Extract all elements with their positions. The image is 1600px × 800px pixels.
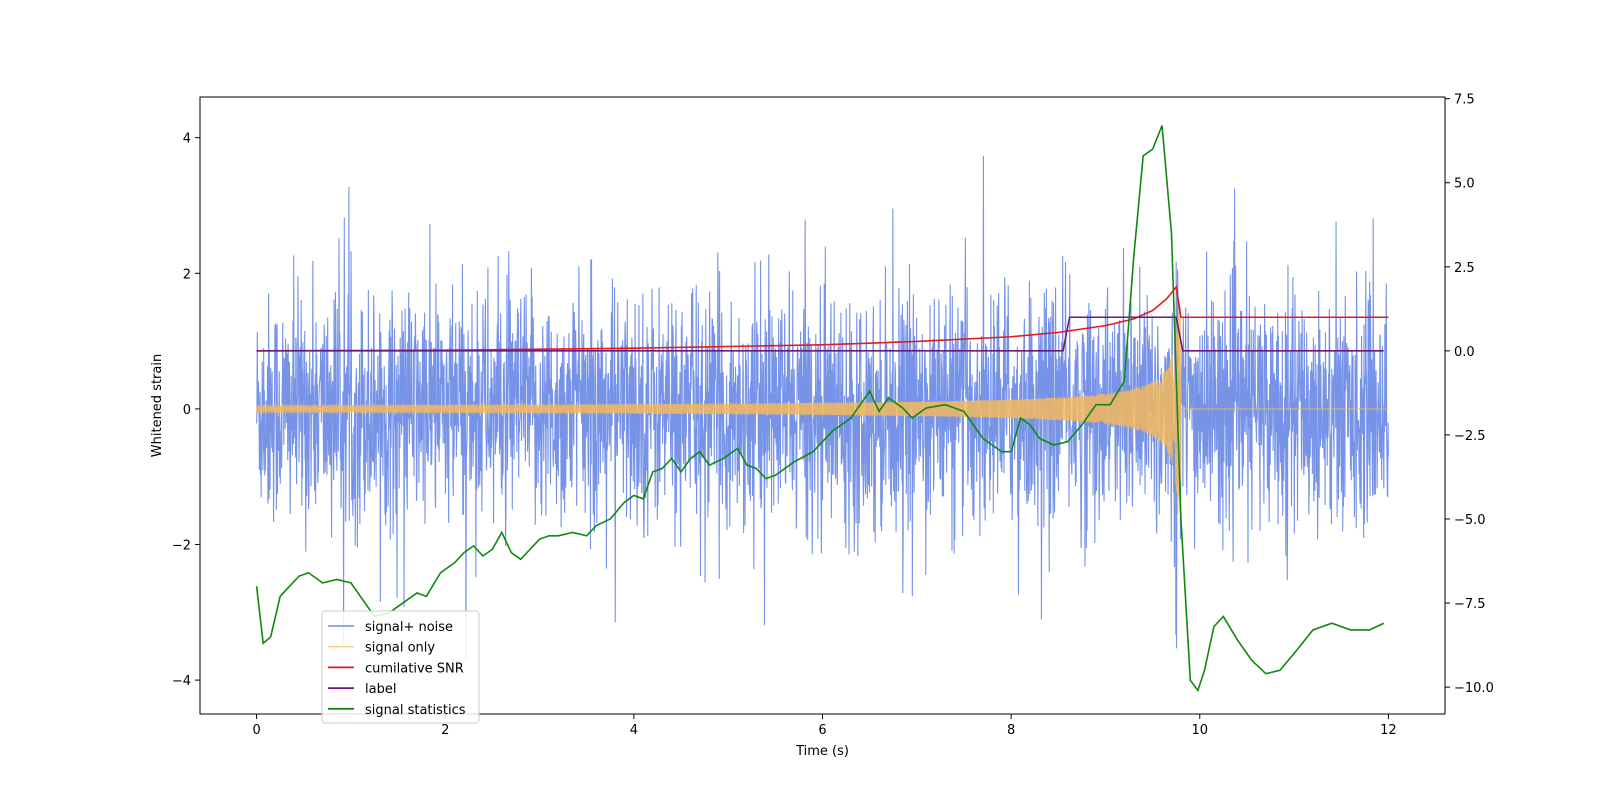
y-right-tick-label: −7.5	[1454, 597, 1486, 612]
y-right-tick-label: −2.5	[1454, 429, 1486, 444]
series-label-line	[256, 316, 1384, 352]
y-axis-label: Whitened strain	[150, 354, 165, 457]
axes: 0 2 4 6 8 10 12 −4 −2 0 2 4 −10.0 −7.5 −5.0 −2.5 0.0 2.5 5…	[150, 93, 1494, 759]
series-signal-statistics-line	[255, 125, 1385, 693]
legend-label-signal-only: signal only	[365, 641, 435, 656]
y-left-tick-label: 0	[183, 403, 191, 418]
x-axis-label: Time (s)	[795, 744, 849, 759]
x-tick-label: 4	[630, 723, 638, 738]
y-right-tick-label: −5.0	[1454, 513, 1486, 528]
x-tick-label: 6	[818, 723, 826, 738]
y-left-tick-label: −4	[172, 674, 191, 689]
series-signal-noise-line	[256, 156, 1389, 661]
legend-label-signal-statistics: signal statistics	[365, 703, 466, 718]
y-right-tick-label: 5.0	[1454, 177, 1475, 192]
y-left-tick-label: 2	[183, 267, 191, 282]
y-left-tick-label: 4	[183, 132, 191, 147]
y-right-tick-label: 7.5	[1454, 93, 1475, 108]
plot-series-group	[255, 125, 1389, 693]
plot-area	[255, 125, 1389, 693]
legend-label-label: label	[365, 682, 396, 697]
y-right-tick-label: 0.0	[1454, 345, 1475, 360]
legend-box	[321, 610, 480, 724]
y-right-tick-label: −10.0	[1454, 681, 1494, 696]
x-tick-label: 8	[1007, 723, 1015, 738]
legend: signal+ noise signal only cumilative SNR la…	[321, 610, 480, 724]
x-tick-label: 0	[252, 723, 260, 738]
x-tick-label: 12	[1380, 723, 1397, 738]
legend-label-signal-noise: signal+ noise	[365, 620, 453, 635]
x-tick-label: 2	[441, 723, 449, 738]
x-tick-label: 10	[1191, 723, 1208, 738]
legend-label-cumilative-snr: cumilative SNR	[365, 661, 464, 676]
y-left-tick-label: −2	[172, 538, 191, 553]
y-right-tick-label: 2.5	[1454, 261, 1475, 276]
series-signal-only-line	[256, 301, 1389, 514]
series-cumilative-snr-line	[256, 285, 1389, 352]
